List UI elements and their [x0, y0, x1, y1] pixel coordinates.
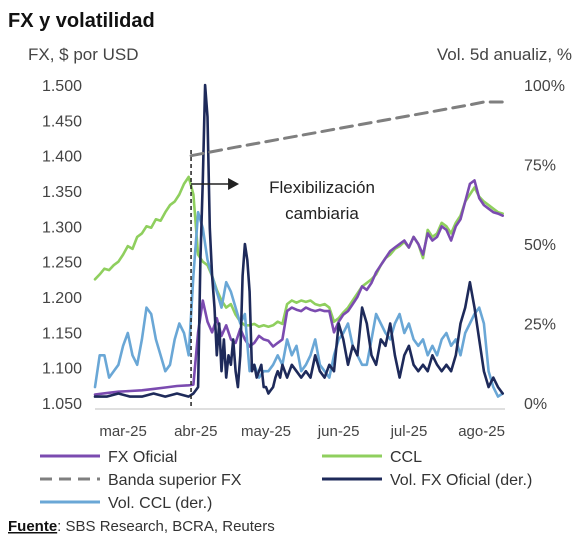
y-tick-label: 1.350: [42, 184, 82, 201]
y2-tick-label: 50%: [524, 237, 556, 254]
x-tick-label: abr-25: [174, 423, 217, 440]
legend: FX Oficial CCL Banda superior FX Vol. FX Of…: [40, 449, 532, 512]
series-line-vol-fx-oficial-der: [93, 83, 505, 398]
y2-axis-label: Vol. 5d anualiz, %: [437, 45, 572, 64]
y-tick-label: 1.400: [42, 149, 82, 166]
annotation-text-line1: Flexibilización: [269, 178, 375, 197]
y2-tick-label: 0%: [524, 396, 547, 413]
series-line-ccl: [93, 175, 505, 329]
y2-tick-labels: 0% 25% 50% 75% 100%: [524, 78, 565, 413]
y-tick-label: 1.500: [42, 78, 82, 95]
y-tick-label: 1.250: [42, 255, 82, 272]
source-label: Fuente: [8, 518, 57, 535]
legend-label: Banda superior FX: [108, 472, 242, 489]
y-tick-label: 1.100: [42, 361, 82, 378]
x-tick-labels: mar-25 abr-25 may-25 jun-25 jul-25 ago-25: [99, 423, 505, 440]
x-tick-label: jun-25: [317, 423, 360, 440]
legend-label: Vol. CCL (der.): [108, 495, 212, 512]
x-tick-label: mar-25: [99, 423, 147, 440]
series-line-fx-oficial: [93, 179, 505, 396]
annotation-text-line2: cambiaria: [285, 204, 359, 223]
series-line-banda-superior-fx: [189, 100, 505, 158]
legend-label: CCL: [390, 449, 422, 466]
source-text: : SBS Research, BCRA, Reuters: [57, 518, 275, 535]
x-tick-label: jul-25: [390, 423, 428, 440]
y-tick-label: 1.150: [42, 325, 82, 342]
annotation-arrowhead: [228, 178, 240, 190]
y-tick-label: 1.300: [42, 219, 82, 236]
y2-tick-label: 100%: [524, 78, 565, 95]
y-tick-labels: 1.050 1.100 1.150 1.200 1.250 1.300 1.350 1.400…: [42, 78, 82, 413]
legend-label: FX Oficial: [108, 449, 177, 466]
y-axis-label: FX, $ por USD: [28, 45, 139, 64]
y2-tick-label: 25%: [524, 317, 556, 334]
y2-tick-label: 75%: [524, 158, 556, 175]
y-tick-label: 1.050: [42, 396, 82, 413]
series-layer: [93, 83, 505, 398]
source-note: Fuente: SBS Research, BCRA, Reuters: [8, 518, 275, 535]
y-tick-label: 1.450: [42, 113, 82, 130]
y-tick-label: 1.200: [42, 290, 82, 307]
legend-label: Vol. FX Oficial (der.): [390, 472, 532, 489]
x-tick-label: ago-25: [458, 423, 505, 440]
x-tick-label: may-25: [241, 423, 291, 440]
annotation: Flexibilización cambiaria: [190, 150, 375, 409]
chart-title: FX y volatilidad: [8, 10, 155, 32]
series-line-vol-ccl-der: [93, 210, 505, 398]
